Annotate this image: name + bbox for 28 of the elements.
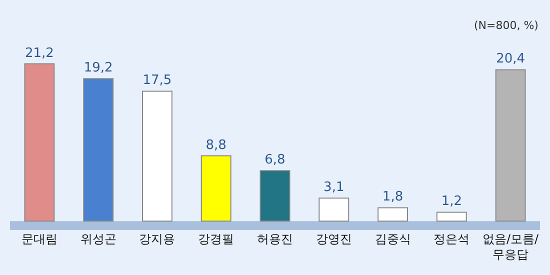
bar — [142, 90, 172, 222]
bar — [200, 155, 232, 222]
data-label: 19,2 — [84, 60, 113, 76]
data-label: 17,5 — [142, 73, 172, 88]
data-label: 3,1 — [324, 180, 344, 196]
bar — [378, 207, 408, 222]
bar — [495, 69, 526, 222]
x-tick-label: 문대림 — [21, 232, 58, 246]
data-label: 1,2 — [441, 194, 462, 210]
x-tick-label: 허용진 — [257, 232, 293, 246]
data-label: 21,2 — [24, 46, 54, 61]
data-label: 20,4 — [496, 52, 526, 67]
x-tick-label: 위성곤 — [80, 232, 116, 246]
x-tick-label: 강지용 — [139, 232, 176, 246]
data-label: 8,8 — [206, 138, 226, 153]
data-label: 6,8 — [264, 152, 286, 168]
bar — [436, 212, 467, 222]
x-tick-label: 없음/모름/ 무응답 — [482, 232, 540, 262]
x-tick-label: 김중식 — [374, 232, 411, 246]
data-label: 1,8 — [382, 190, 404, 205]
text: (N=800, %) — [474, 19, 538, 32]
x-tick-label: 강경필 — [198, 232, 234, 246]
bar — [83, 78, 114, 222]
x-tick-label: 강영진 — [316, 232, 352, 246]
bar — [318, 198, 350, 222]
x-tick-label: 정은석 — [434, 232, 470, 246]
bar — [24, 63, 55, 222]
bar — [260, 170, 290, 222]
